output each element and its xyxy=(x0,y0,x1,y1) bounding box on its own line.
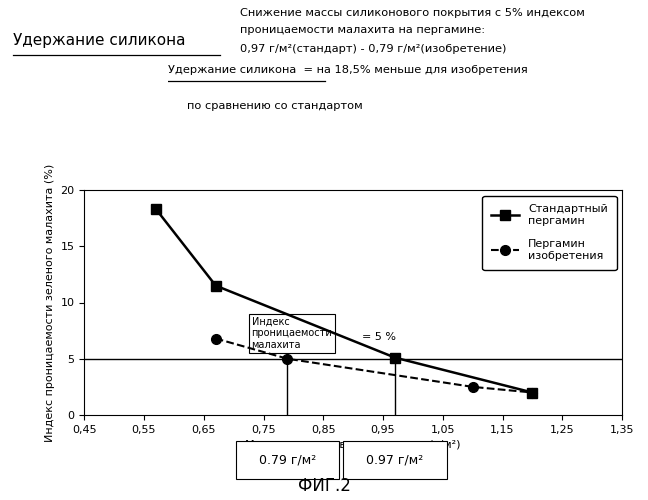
Y-axis label: Индекс проницаемости зеленого малахита (%): Индекс проницаемости зеленого малахита (… xyxy=(45,164,55,442)
Text: 0.97 г/м²: 0.97 г/м² xyxy=(366,454,424,466)
Text: = 5 %: = 5 % xyxy=(362,332,396,342)
Text: по сравнению со стандартом: по сравнению со стандартом xyxy=(187,100,363,110)
Legend: Стандартный
пергамин, Пергамин
изобретения: Стандартный пергамин, Пергамин изобретен… xyxy=(482,196,616,270)
Text: Индекс
проницаемости
малахита: Индекс проницаемости малахита xyxy=(251,316,332,350)
Text: проницаемости малахита на пергамине:: проницаемости малахита на пергамине: xyxy=(240,25,485,35)
Text: Удержание силикона: Удержание силикона xyxy=(13,33,185,48)
Text: Удержание силикона  = на 18,5% меньше для изобретения: Удержание силикона = на 18,5% меньше для… xyxy=(168,65,528,75)
Text: ФИГ.2: ФИГ.2 xyxy=(297,477,351,495)
Text: 0,97 г/м²(стандарт) - 0,79 г/м²(изобретение): 0,97 г/м²(стандарт) - 0,79 г/м²(изобрете… xyxy=(240,44,506,54)
Text: Снижение массы силиконового покрытия с 5% индексом: Снижение массы силиконового покрытия с 5… xyxy=(240,8,584,18)
Text: 0.79 г/м²: 0.79 г/м² xyxy=(259,454,316,466)
X-axis label: Масса силиконового покрытия (г/м²): Масса силиконового покрытия (г/м²) xyxy=(246,440,461,450)
